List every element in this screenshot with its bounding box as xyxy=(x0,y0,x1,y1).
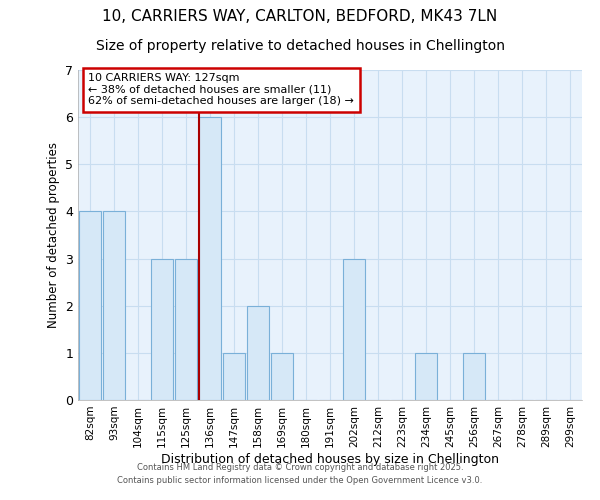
Bar xyxy=(223,353,245,400)
Y-axis label: Number of detached properties: Number of detached properties xyxy=(47,142,59,328)
Bar xyxy=(247,306,269,400)
Text: 10 CARRIERS WAY: 127sqm
← 38% of detached houses are smaller (11)
62% of semi-de: 10 CARRIERS WAY: 127sqm ← 38% of detache… xyxy=(88,74,354,106)
Bar xyxy=(151,258,173,400)
X-axis label: Distribution of detached houses by size in Chellington: Distribution of detached houses by size … xyxy=(161,452,499,466)
Text: Contains HM Land Registry data © Crown copyright and database right 2025.: Contains HM Land Registry data © Crown c… xyxy=(137,464,463,472)
Bar xyxy=(415,353,437,400)
Bar xyxy=(463,353,485,400)
Bar xyxy=(103,212,125,400)
Bar xyxy=(175,258,197,400)
Bar xyxy=(271,353,293,400)
Bar xyxy=(79,212,101,400)
Text: 10, CARRIERS WAY, CARLTON, BEDFORD, MK43 7LN: 10, CARRIERS WAY, CARLTON, BEDFORD, MK43… xyxy=(103,9,497,24)
Text: Contains public sector information licensed under the Open Government Licence v3: Contains public sector information licen… xyxy=(118,476,482,485)
Bar xyxy=(199,117,221,400)
Text: Size of property relative to detached houses in Chellington: Size of property relative to detached ho… xyxy=(95,39,505,53)
Bar xyxy=(343,258,365,400)
